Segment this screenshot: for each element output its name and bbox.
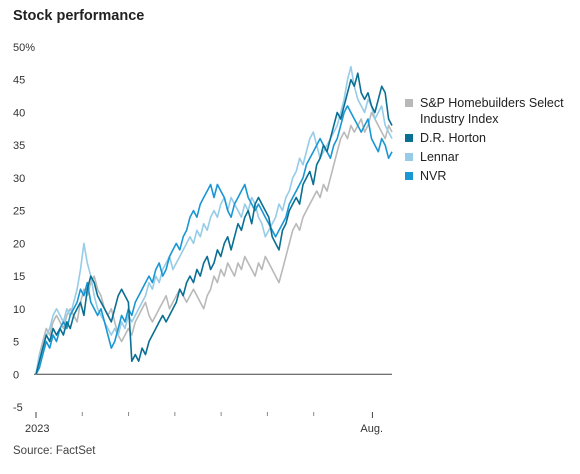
legend-swatch [405, 99, 413, 107]
x-axis-ticks: 2023 Aug. [25, 412, 383, 435]
legend-swatch [405, 134, 413, 142]
y-tick-label: 50% [13, 42, 35, 54]
source-note: Source: FactSet [13, 445, 96, 457]
y-tick-label: 35 [13, 140, 25, 152]
legend-label: Lennar [420, 150, 459, 164]
y-tick-label: 15 [13, 271, 25, 283]
legend-item: D.R. Horton [405, 130, 575, 146]
y-tick-label: 25 [13, 206, 25, 218]
chart-title: Stock performance [13, 8, 145, 24]
y-tick-label: 45 [13, 75, 25, 87]
legend-swatch [405, 153, 413, 161]
legend-item: S&P Homebuilders Select Industry Index [405, 95, 575, 127]
chart-legend: S&P Homebuilders Select Industry Index D.… [405, 95, 575, 187]
x-tick-label: Aug. [360, 423, 383, 435]
y-tick-label: 20 [13, 238, 25, 250]
series-line-0 [35, 111, 393, 375]
series-line-3 [35, 105, 393, 375]
legend-label: NVR [420, 169, 447, 183]
legend-swatch [405, 172, 413, 180]
y-tick-label: 40 [13, 107, 25, 119]
y-tick-label: 0 [13, 369, 19, 381]
series-line-1 [35, 72, 393, 375]
y-tick-label: -5 [13, 402, 23, 414]
legend-label: S&P Homebuilders Select Industry Index [420, 96, 564, 126]
series-lines [35, 65, 393, 375]
y-tick-label: 5 [13, 337, 19, 349]
y-axis-ticks: 50% 45 40 35 30 25 20 15 10 5 0 -5 [13, 42, 35, 414]
x-tick-label: 2023 [25, 423, 49, 435]
y-tick-label: 10 [13, 304, 25, 316]
legend-item: Lennar [405, 149, 575, 165]
y-tick-label: 30 [13, 173, 25, 185]
legend-item: NVR [405, 168, 575, 184]
legend-label: D.R. Horton [420, 131, 486, 145]
series-line-2 [35, 65, 393, 375]
